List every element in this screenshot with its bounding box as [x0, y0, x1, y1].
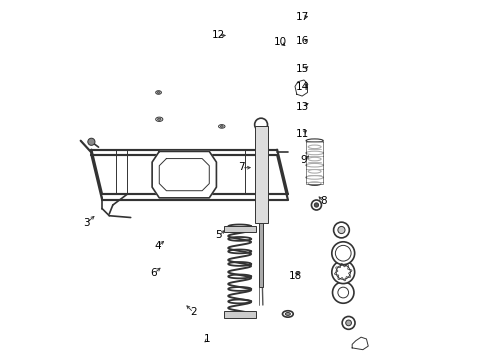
Bar: [259, 223, 263, 287]
Circle shape: [334, 222, 349, 238]
Circle shape: [255, 118, 268, 131]
Text: 11: 11: [295, 129, 309, 139]
Text: 3: 3: [83, 218, 89, 228]
Text: 16: 16: [295, 36, 309, 46]
Text: 8: 8: [320, 197, 327, 206]
Bar: [255, 126, 268, 223]
Circle shape: [338, 226, 345, 234]
Text: 18: 18: [289, 271, 302, 282]
Text: 1: 1: [204, 334, 211, 344]
Text: 9: 9: [301, 156, 307, 165]
Polygon shape: [152, 152, 217, 198]
Polygon shape: [295, 80, 308, 96]
Ellipse shape: [283, 311, 293, 317]
Text: 4: 4: [154, 241, 161, 251]
Text: 6: 6: [150, 268, 157, 278]
Ellipse shape: [157, 91, 160, 93]
Circle shape: [314, 203, 319, 207]
Bar: [223, 226, 256, 232]
Ellipse shape: [157, 118, 161, 120]
Circle shape: [338, 287, 348, 298]
Text: 5: 5: [215, 230, 221, 240]
Text: 12: 12: [212, 30, 225, 40]
Circle shape: [88, 138, 95, 145]
Circle shape: [346, 320, 351, 326]
Circle shape: [332, 261, 355, 284]
Text: 7: 7: [238, 162, 245, 172]
Text: 2: 2: [190, 307, 196, 317]
Text: 13: 13: [295, 102, 309, 112]
Circle shape: [312, 200, 321, 210]
Circle shape: [342, 316, 355, 329]
Bar: [306, 141, 323, 184]
Ellipse shape: [220, 126, 223, 127]
Circle shape: [332, 242, 355, 265]
Text: 10: 10: [274, 37, 287, 48]
Text: 15: 15: [295, 64, 309, 74]
Ellipse shape: [285, 312, 291, 315]
Ellipse shape: [219, 125, 225, 128]
Bar: [223, 311, 256, 318]
Ellipse shape: [156, 117, 163, 121]
Circle shape: [333, 282, 354, 303]
Text: 17: 17: [295, 13, 309, 22]
Ellipse shape: [156, 91, 161, 94]
Polygon shape: [352, 337, 368, 350]
Text: 14: 14: [295, 82, 309, 92]
